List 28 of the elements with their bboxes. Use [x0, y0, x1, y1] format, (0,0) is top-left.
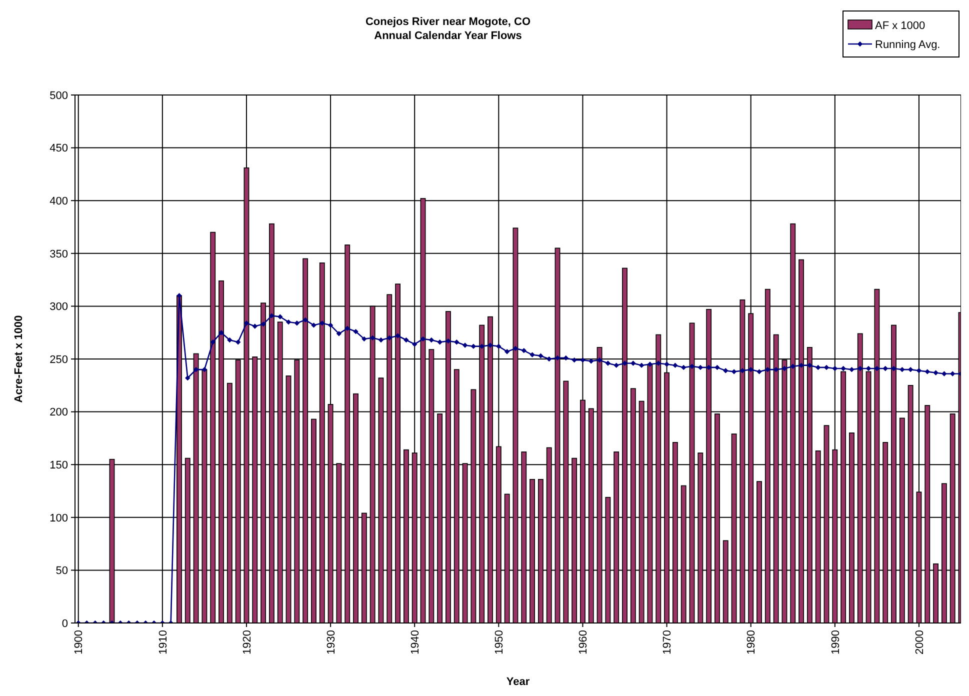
x-tick-label: 2000 [914, 630, 926, 654]
x-tick-label: 1900 [73, 630, 86, 654]
chart-title: Conejos River near Mogote, CO [365, 16, 531, 28]
x-tick-label: 1940 [409, 630, 422, 654]
y-tick-label: 350 [50, 248, 68, 260]
y-tick-label: 300 [50, 301, 68, 314]
x-tick-label: 1970 [662, 630, 674, 654]
y-tick-label: 500 [50, 90, 68, 102]
x-axis-title: Year [506, 676, 530, 688]
x-tick-label: 1980 [746, 630, 758, 654]
x-tick-label: 1990 [830, 630, 842, 654]
y-tick-label: 150 [50, 459, 68, 472]
y-tick-label: 100 [50, 512, 68, 524]
x-tick-label: 1950 [494, 630, 506, 654]
y-tick-label: 50 [56, 565, 68, 578]
y-tick-label: 200 [50, 406, 68, 419]
y-tick-label: 400 [50, 195, 68, 208]
x-tick-label: 1910 [157, 630, 170, 654]
x-tick-label: 1920 [241, 630, 254, 654]
legend-label: Running Avg. [875, 38, 940, 51]
y-tick-label: 250 [50, 354, 68, 366]
y-tick-label: 0 [62, 618, 68, 630]
x-tick-label: 1960 [578, 630, 590, 654]
legend-label: AF x 1000 [875, 20, 926, 32]
y-axis-title: Acre-Feet x 1000 [13, 315, 25, 403]
y-tick-label: 450 [50, 142, 68, 155]
chart-subtitle: Annual Calendar Year Flows [374, 30, 522, 42]
x-tick-label: 1930 [325, 630, 338, 654]
